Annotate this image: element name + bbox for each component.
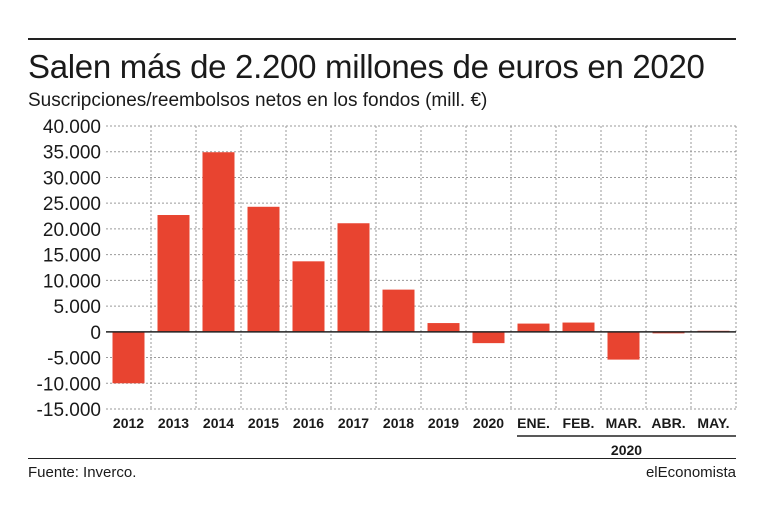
bar <box>562 322 595 332</box>
x-tick-label: 2015 <box>248 415 279 431</box>
y-tick-label: 5.000 <box>53 297 101 318</box>
source-note: Fuente: Inverco. <box>28 464 137 481</box>
x-tick-label: 2014 <box>203 415 234 431</box>
x-tick-label: MAY. <box>697 415 729 431</box>
y-tick-label: 30.000 <box>43 168 101 189</box>
x-tick-label: ABR. <box>651 415 685 431</box>
y-tick-label: -10.000 <box>37 374 101 395</box>
bar <box>247 206 280 332</box>
bottom-rule <box>28 458 736 459</box>
x-tick-label: 2017 <box>338 415 369 431</box>
y-tick-label: 20.000 <box>43 220 101 241</box>
bar <box>607 331 640 360</box>
y-tick-label: 25.000 <box>43 194 101 215</box>
y-tick-label: 35.000 <box>43 143 101 164</box>
chart-subtitle: Suscripciones/reembolsos netos en los fo… <box>28 90 488 111</box>
x-tick-label: 2020 <box>473 415 504 431</box>
x-tick-label: 2013 <box>158 415 189 431</box>
x-tick-label: 2019 <box>428 415 459 431</box>
x-tick-label: ENE. <box>517 415 550 431</box>
bar <box>517 323 550 332</box>
bar <box>427 323 460 332</box>
brand-name: elEconomista <box>645 464 736 481</box>
x-tick-label: 2012 <box>113 415 144 431</box>
y-tick-label: -5.000 <box>47 349 101 370</box>
x-tick-label: 2018 <box>383 415 414 431</box>
bar <box>382 289 415 332</box>
bar <box>202 152 235 332</box>
x-tick-label: FEB. <box>563 415 595 431</box>
y-tick-label: -15.000 <box>37 400 101 421</box>
bar <box>652 331 685 334</box>
y-tick-label: 15.000 <box>43 246 101 267</box>
y-tick-label: 10.000 <box>43 271 101 292</box>
chart-title: Salen más de 2.200 millones de euros en … <box>28 48 705 85</box>
group-label: 2020 <box>611 442 642 458</box>
x-tick-label: MAR. <box>606 415 642 431</box>
y-tick-label: 0 <box>90 323 101 344</box>
bar <box>292 261 325 332</box>
y-tick-label: 40.000 <box>43 117 101 138</box>
bar <box>112 331 145 384</box>
bar <box>337 223 370 332</box>
bar <box>157 215 190 332</box>
top-rule <box>28 38 736 40</box>
bar <box>472 331 505 344</box>
x-tick-label: 2016 <box>293 415 324 431</box>
